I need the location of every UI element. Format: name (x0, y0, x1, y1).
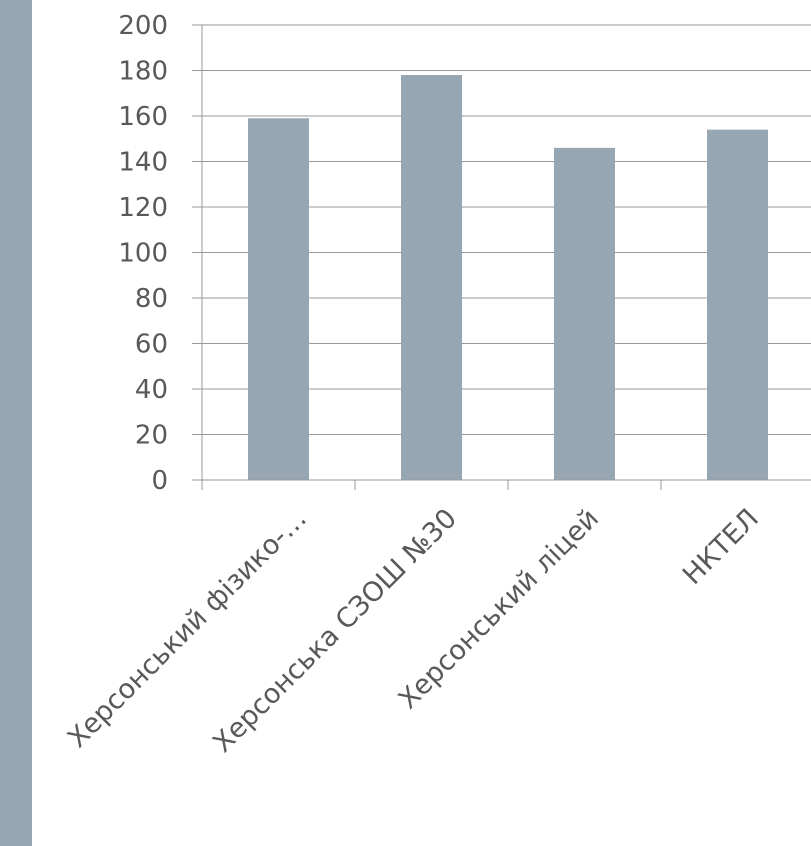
y-tick-label: 0 (151, 466, 168, 496)
bar (401, 75, 462, 481)
y-tick-label: 140 (118, 148, 168, 178)
y-tick-label: 40 (135, 375, 168, 405)
bar (248, 118, 309, 481)
y-tick-label: 200 (118, 11, 168, 41)
bar (554, 147, 615, 480)
slide-side-bar (0, 0, 32, 846)
y-tick-label: 100 (118, 239, 168, 269)
x-category-label: Херсонський фізико-… (62, 503, 313, 754)
bar (707, 129, 768, 480)
y-tick-label: 60 (135, 330, 168, 360)
y-tick-label: 20 (135, 421, 168, 451)
y-tick-label: 80 (135, 284, 168, 314)
x-category-label: Херсонська СЗОШ №30 (207, 503, 463, 759)
y-tick-label: 120 (118, 193, 168, 223)
y-tick-label: 180 (118, 57, 168, 87)
y-tick-label: 160 (118, 102, 168, 132)
x-category-label: НКТЕЛ (677, 503, 765, 591)
